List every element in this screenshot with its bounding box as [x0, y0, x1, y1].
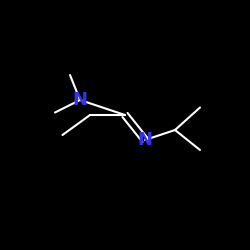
- Text: N: N: [138, 131, 152, 149]
- Text: N: N: [72, 91, 88, 109]
